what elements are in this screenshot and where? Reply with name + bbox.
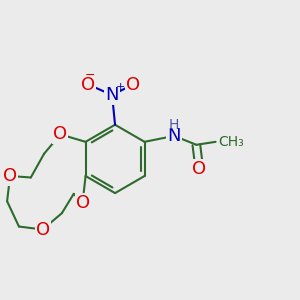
Text: N: N	[105, 86, 119, 104]
Text: −: −	[85, 69, 95, 82]
Text: O: O	[53, 125, 68, 143]
Text: +: +	[116, 82, 125, 92]
Text: O: O	[3, 167, 17, 185]
Text: O: O	[81, 76, 95, 94]
Text: O: O	[76, 194, 90, 212]
Text: O: O	[36, 220, 50, 238]
Text: O: O	[192, 160, 206, 178]
Text: O: O	[126, 76, 140, 94]
Text: N: N	[167, 127, 181, 145]
Text: CH₃: CH₃	[218, 135, 244, 149]
Text: H: H	[168, 118, 179, 132]
